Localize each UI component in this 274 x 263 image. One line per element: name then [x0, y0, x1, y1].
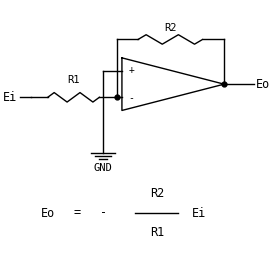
- Text: Eo: Eo: [256, 78, 271, 91]
- Text: R2: R2: [164, 23, 176, 33]
- Text: -: -: [101, 206, 108, 220]
- Text: R1: R1: [150, 226, 164, 239]
- Text: R2: R2: [150, 187, 164, 200]
- Text: Ei: Ei: [192, 206, 206, 220]
- Text: -: -: [129, 93, 135, 103]
- Text: GND: GND: [94, 163, 113, 173]
- Text: Ei: Ei: [3, 91, 17, 104]
- Text: =: =: [73, 206, 81, 220]
- Text: Eo: Eo: [41, 206, 56, 220]
- Text: +: +: [129, 65, 135, 75]
- Text: R1: R1: [67, 75, 80, 85]
